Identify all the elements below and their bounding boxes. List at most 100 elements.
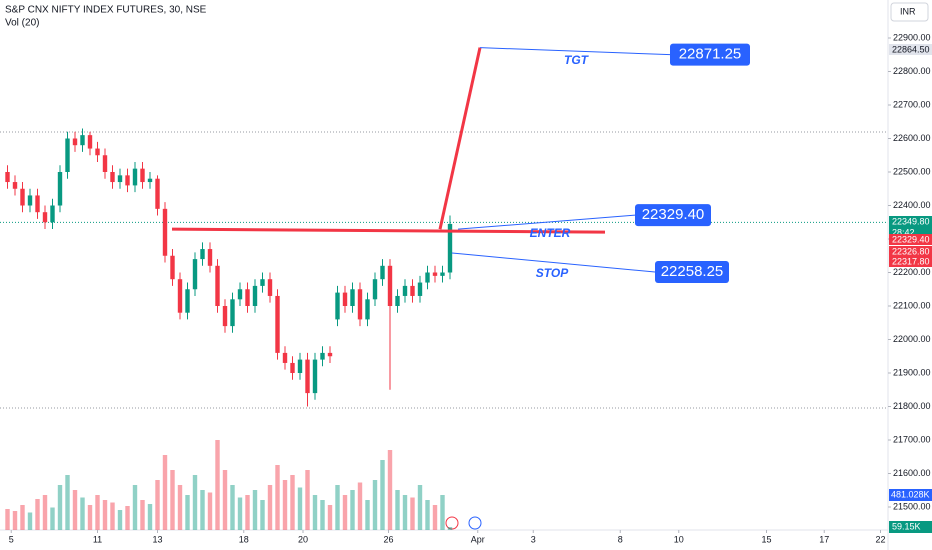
volume-bar [80, 497, 85, 530]
x-tick-label: 11 [93, 534, 102, 544]
volume-bar [72, 490, 78, 530]
price-badge [889, 256, 932, 267]
y-tick-label: 22700.00 [893, 99, 931, 109]
volume-bar [297, 487, 303, 530]
candle-body [147, 178, 153, 183]
replay-icon[interactable] [468, 516, 482, 530]
target-leader [479, 47, 671, 56]
alert-icon[interactable] [445, 516, 459, 530]
x-tick-label: 26 [383, 534, 393, 544]
volume-bar [42, 495, 48, 530]
candle-body [95, 148, 100, 156]
price-badge-label: 22349.80 [892, 216, 930, 226]
x-tick-label: 20 [298, 534, 308, 544]
candle-body [335, 292, 340, 320]
candle-body [57, 172, 63, 206]
y-tick-label: 22600.00 [893, 133, 931, 143]
volume-bar [215, 440, 220, 530]
candle-body [215, 265, 220, 306]
x-tick-label: Apr [471, 534, 485, 544]
candle-body [192, 259, 198, 290]
candle-body [372, 279, 378, 300]
x-tick-label: 8 [618, 534, 623, 544]
candle-body [320, 352, 325, 360]
candle-body [20, 188, 25, 206]
currency-box[interactable] [890, 2, 929, 22]
volume-label: 59.15K [892, 521, 921, 531]
volume-bar [155, 480, 160, 530]
volume-bar [170, 470, 175, 530]
target-box [670, 43, 750, 66]
price-badge-label: 22329.40 [892, 234, 930, 244]
candle-body [357, 289, 363, 320]
candle-body [440, 272, 445, 276]
x-tick-label: 17 [819, 534, 829, 544]
chart-title: S&P CNX NIFTY INDEX FUTURES, 30, NSE [5, 5, 207, 16]
volume-bar [110, 502, 115, 530]
volume-bar [132, 485, 138, 530]
volume-bar [222, 470, 228, 530]
candle-body [282, 352, 288, 363]
candle-body [447, 223, 453, 273]
volume-bar [440, 495, 445, 530]
candle-body [297, 359, 303, 373]
volume-ma-badge [889, 489, 932, 501]
x-tick-label: 18 [239, 534, 249, 544]
candle-body [410, 285, 415, 296]
volume-bar [350, 490, 355, 530]
y-tick-label: 22200.00 [893, 267, 931, 277]
candle-body [275, 295, 280, 353]
x-tick-label: 5 [9, 534, 14, 544]
volume-bar [237, 497, 243, 530]
volume-bar [185, 495, 190, 530]
candle-body [342, 292, 348, 306]
volume-bar [87, 505, 93, 530]
y-tick-label: 22100.00 [893, 300, 931, 310]
volume-bar [290, 475, 295, 530]
volume-bar [260, 500, 265, 530]
candle-body [5, 172, 10, 183]
candle-body [102, 155, 108, 172]
volume-bar [95, 495, 100, 530]
candle-body [245, 289, 250, 306]
candle-body [417, 282, 423, 296]
candle-body [432, 272, 438, 276]
volume-bar [5, 509, 10, 530]
y-tick-label: 21700.00 [893, 434, 931, 444]
y-tick-label: 22000.00 [893, 334, 931, 344]
volume-bar [230, 485, 235, 530]
x-tick-label: 22 [875, 534, 885, 544]
volume-bar [245, 495, 250, 530]
volume-bar [50, 507, 55, 530]
candle-body [12, 182, 18, 189]
price-badge [889, 246, 932, 257]
candle-body [27, 195, 33, 206]
x-tick-label: 3 [531, 534, 536, 544]
candle-body [170, 255, 175, 280]
currency[interactable]: INR [900, 6, 916, 16]
candle-body [380, 265, 385, 280]
candle-body [132, 168, 138, 186]
candle-body [140, 168, 145, 183]
candle-body [110, 172, 115, 183]
candle-body [252, 285, 258, 306]
candle-body [267, 279, 273, 296]
candle-body [237, 289, 243, 300]
volume-bar [327, 505, 333, 530]
volume-bar [417, 485, 423, 530]
volume-bar [342, 495, 348, 530]
volume-bar [252, 490, 258, 530]
volume-bar [102, 500, 108, 530]
stop-box [655, 260, 729, 283]
candle-body [290, 362, 295, 373]
y-tick-label: 21500.00 [893, 501, 931, 511]
entry-value: 22329.40 [642, 206, 705, 223]
volume-bar [447, 527, 453, 530]
stop-value: 22258.25 [661, 263, 724, 280]
volume-bar [305, 470, 310, 530]
volume-bar [395, 490, 400, 530]
candle-body [185, 289, 190, 313]
price-badge [889, 216, 932, 227]
volume-bar [267, 485, 273, 530]
